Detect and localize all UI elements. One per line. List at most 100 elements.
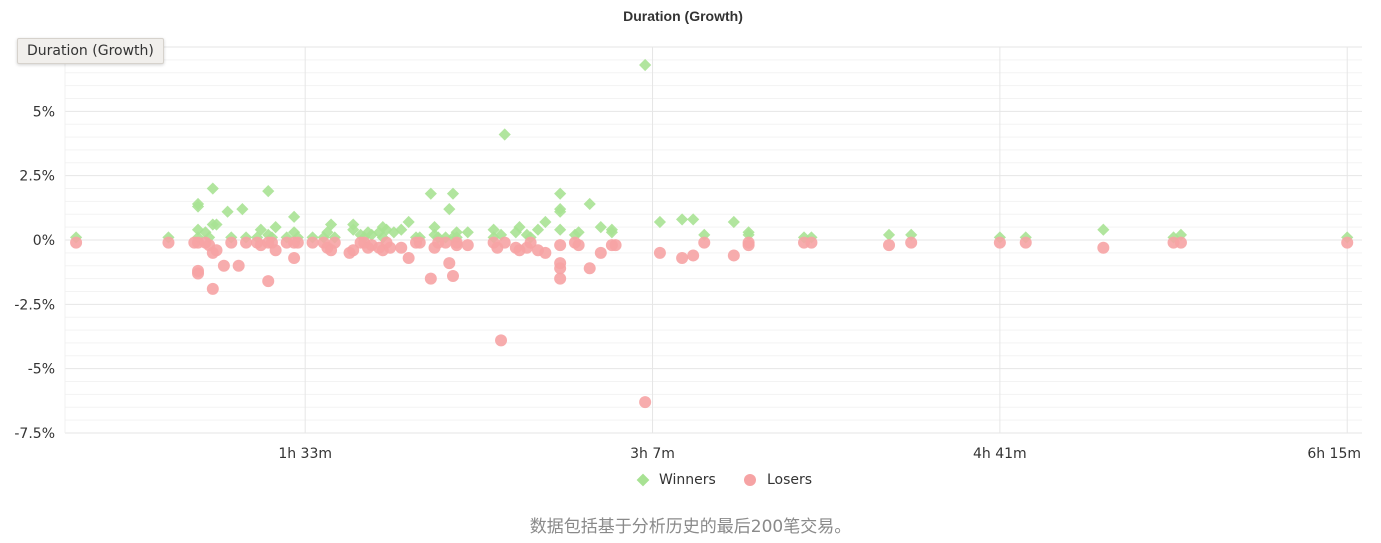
loser-point[interactable] (439, 236, 452, 249)
loser-point[interactable] (676, 252, 689, 265)
winner-point[interactable] (554, 223, 567, 236)
loser-point[interactable] (443, 257, 456, 270)
winner-point[interactable] (443, 203, 456, 216)
winner-point[interactable] (269, 221, 282, 234)
y-axis-ticks: 5% 2.5% 0% -2.5% -5% -7.5% (14, 104, 55, 442)
loser-point[interactable] (993, 236, 1006, 249)
loser-point[interactable] (742, 236, 755, 249)
loser-point[interactable] (572, 239, 585, 252)
loser-point[interactable] (413, 236, 426, 249)
winner-point[interactable] (583, 197, 596, 211)
y-tick-label: 2.5% (19, 169, 55, 185)
loser-point[interactable] (594, 246, 607, 259)
loser-point[interactable] (162, 236, 175, 249)
chart-title: Duration (Growth) (623, 8, 743, 24)
loser-point[interactable] (883, 239, 896, 252)
winner-point[interactable] (461, 226, 474, 239)
loser-point[interactable] (402, 252, 415, 265)
winner-point[interactable] (402, 215, 415, 229)
winner-point[interactable] (236, 203, 249, 216)
loser-point[interactable] (461, 239, 474, 252)
winner-point[interactable] (210, 218, 223, 231)
loser-point[interactable] (424, 272, 437, 285)
loser-point[interactable] (291, 236, 304, 249)
loser-point[interactable] (495, 334, 508, 347)
loser-point[interactable] (288, 252, 301, 265)
loser-point[interactable] (805, 236, 818, 249)
loser-point[interactable] (306, 236, 319, 249)
legend-item-losers[interactable]: Losers (744, 472, 812, 488)
x-tick-label: 6h 15m (1307, 446, 1361, 462)
loser-point[interactable] (539, 246, 552, 259)
loser-point[interactable] (446, 270, 459, 283)
loser-point[interactable] (1097, 241, 1110, 254)
loser-point[interactable] (217, 259, 230, 272)
winner-point[interactable] (395, 223, 408, 236)
loser-point[interactable] (225, 236, 238, 249)
loser-point[interactable] (240, 236, 253, 249)
loser-point[interactable] (554, 272, 567, 285)
loser-point[interactable] (70, 236, 83, 249)
winner-point[interactable] (639, 58, 652, 72)
loser-point[interactable] (1019, 236, 1032, 249)
winner-point[interactable] (221, 205, 234, 218)
loser-point[interactable] (554, 239, 567, 252)
winner-point[interactable] (347, 223, 360, 236)
y-tick-label: -2.5% (14, 297, 55, 313)
loser-point[interactable] (698, 236, 711, 249)
loser-point[interactable] (328, 236, 341, 249)
y-tick-label: 0% (33, 233, 55, 249)
winner-point[interactable] (676, 213, 689, 226)
loser-point[interactable] (1341, 236, 1354, 249)
winner-point[interactable] (324, 218, 338, 231)
winner-point[interactable] (487, 223, 500, 236)
winner-point[interactable] (424, 187, 437, 200)
winner-point[interactable] (539, 215, 552, 229)
winner-point[interactable] (428, 221, 441, 234)
y-tick-label: -5% (28, 362, 55, 378)
loser-point[interactable] (395, 241, 408, 254)
loser-point[interactable] (498, 236, 511, 249)
loser-point[interactable] (450, 236, 463, 249)
winner-point[interactable] (687, 213, 700, 226)
winner-point[interactable] (594, 221, 607, 234)
loser-point[interactable] (210, 244, 223, 257)
loser-point[interactable] (554, 257, 567, 270)
winner-point[interactable] (653, 215, 667, 229)
loser-point[interactable] (639, 396, 652, 409)
loser-point[interactable] (687, 249, 700, 262)
winner-point[interactable] (191, 200, 205, 213)
legend-item-winners[interactable]: Winners (636, 472, 716, 488)
legend[interactable]: Winners Losers (636, 472, 812, 488)
loser-point[interactable] (609, 239, 622, 252)
legend-winners-marker (636, 473, 650, 487)
loser-point[interactable] (232, 259, 245, 272)
loser-point[interactable] (727, 249, 740, 262)
winner-point[interactable] (554, 187, 567, 200)
loser-point[interactable] (192, 264, 205, 277)
loser-point[interactable] (1174, 236, 1187, 249)
loser-point[interactable] (583, 262, 596, 275)
winner-point[interactable] (254, 223, 267, 236)
winner-point[interactable] (446, 187, 460, 200)
winner-point[interactable] (727, 215, 740, 229)
winner-point[interactable] (288, 210, 301, 223)
winner-point[interactable] (1097, 223, 1110, 236)
tooltip: Duration (Growth) (17, 38, 164, 64)
loser-point[interactable] (262, 275, 275, 288)
winner-point[interactable] (206, 182, 219, 195)
legend-losers-label: Losers (767, 472, 812, 488)
loser-point[interactable] (347, 244, 360, 257)
loser-point[interactable] (653, 246, 666, 259)
loser-point[interactable] (524, 236, 537, 249)
winner-point[interactable] (262, 185, 275, 198)
winner-point[interactable] (498, 128, 511, 141)
loser-point[interactable] (206, 282, 219, 295)
loser-point[interactable] (905, 236, 918, 249)
winner-point[interactable] (882, 228, 896, 241)
loser-point[interactable] (269, 244, 282, 257)
x-axis-ticks: 1h 33m 3h 7m 4h 41m 6h 15m (278, 446, 1361, 462)
loser-point[interactable] (384, 241, 397, 254)
winner-point[interactable] (531, 223, 545, 236)
